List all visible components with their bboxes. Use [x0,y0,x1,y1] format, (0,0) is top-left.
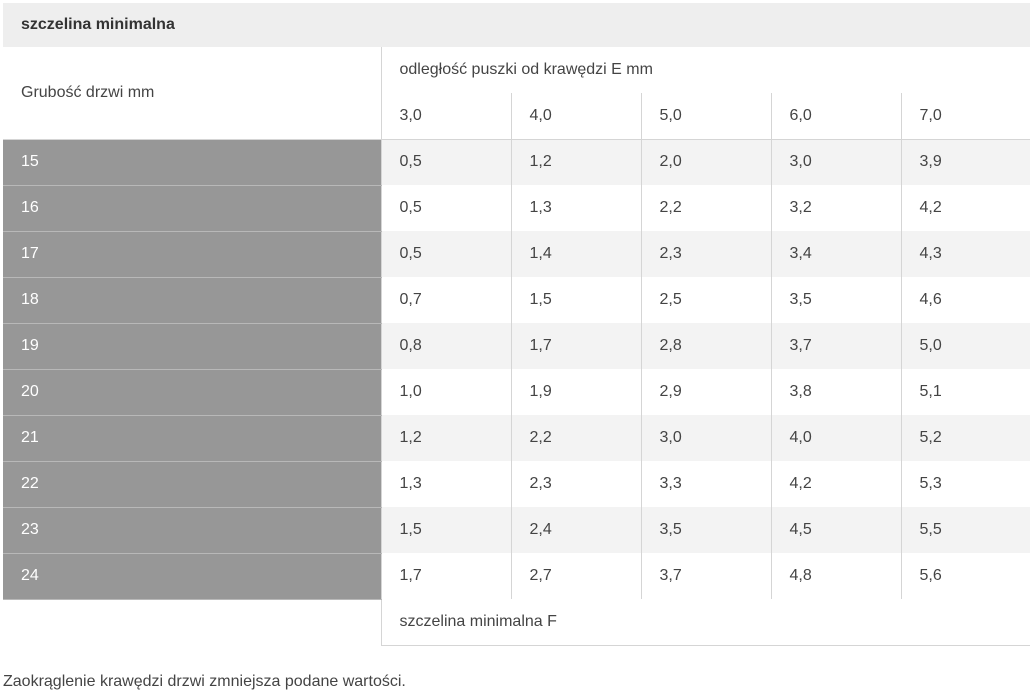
gap-cell: 1,3 [510,185,641,231]
table-row: 21 1,2 2,2 3,0 4,0 5,2 [3,415,1031,462]
thickness-header: Grubość drzwi mm [3,47,381,140]
thickness-cell: 22 [3,461,381,508]
thickness-cell: 20 [3,369,381,416]
gap-cell: 2,7 [510,553,641,599]
gap-cell: 4,2 [770,461,901,507]
distance-header: odległość puszki od krawędzi E mm [380,47,1031,93]
gap-cell: 4,6 [900,277,1031,323]
gap-cell: 4,2 [900,185,1031,231]
gap-cell: 0,8 [380,323,511,369]
gap-cell: 3,3 [640,461,771,507]
gap-cell: 1,3 [380,461,511,507]
table-row: 24 1,7 2,7 3,7 4,8 5,6 [3,553,1031,600]
distance-value: 3,0 [380,93,511,140]
gap-cell: 4,5 [770,507,901,553]
gap-cell: 2,5 [640,277,771,323]
gap-cell: 3,0 [640,415,771,461]
thickness-cell: 15 [3,139,381,186]
gap-cell: 3,7 [770,323,901,369]
gap-table: Grubość drzwi mm odległość puszki od kra… [3,47,1031,646]
header-row-2: 3,0 4,0 5,0 6,0 7,0 [3,93,1031,140]
gap-cell: 3,5 [770,277,901,323]
table-row: 23 1,5 2,4 3,5 4,5 5,5 [3,507,1031,554]
gap-cell: 4,3 [900,231,1031,277]
gap-cell: 5,3 [900,461,1031,507]
table-title: szczelina minimalna [3,3,1030,47]
gap-cell: 3,5 [640,507,771,553]
gap-cell: 1,4 [510,231,641,277]
table-row: 22 1,3 2,3 3,3 4,2 5,3 [3,461,1031,508]
gap-cell: 5,2 [900,415,1031,461]
gap-cell: 0,5 [380,185,511,231]
gap-cell: 5,6 [900,553,1031,599]
gap-cell: 5,1 [900,369,1031,415]
gap-cell: 2,9 [640,369,771,415]
thickness-cell: 17 [3,231,381,278]
gap-cell: 1,2 [510,139,641,185]
thickness-cell: 16 [3,185,381,232]
gap-cell: 1,5 [380,507,511,553]
gap-table-container: szczelina minimalna Grubość drzwi mm odl… [3,3,1031,646]
gap-cell: 2,4 [510,507,641,553]
gap-cell: 2,8 [640,323,771,369]
table-row: 17 0,5 1,4 2,3 3,4 4,3 [3,231,1031,278]
gap-cell: 2,3 [510,461,641,507]
gap-cell: 5,5 [900,507,1031,553]
gap-cell: 0,5 [380,139,511,185]
footer-empty-cell [3,599,381,645]
header-row-1: Grubość drzwi mm odległość puszki od kra… [3,47,1031,140]
gap-cell: 0,5 [380,231,511,277]
distance-value: 7,0 [900,93,1031,140]
distance-value: 6,0 [770,93,901,140]
gap-cell: 2,0 [640,139,771,185]
table-row: 19 0,8 1,7 2,8 3,7 5,0 [3,323,1031,370]
gap-cell: 2,2 [510,415,641,461]
footer-row: szczelina minimalna F [3,599,1031,646]
gap-cell: 3,4 [770,231,901,277]
gap-cell: 3,2 [770,185,901,231]
table-row: 15 0,5 1,2 2,0 3,0 3,9 [3,139,1031,186]
gap-cell: 0,7 [380,277,511,323]
gap-cell: 3,8 [770,369,901,415]
thickness-cell: 19 [3,323,381,370]
gap-cell: 3,7 [640,553,771,599]
gap-cell: 1,2 [380,415,511,461]
gap-cell: 1,9 [510,369,641,415]
gap-cell: 1,0 [380,369,511,415]
distance-value: 4,0 [510,93,641,140]
gap-cell: 3,0 [770,139,901,185]
gap-cell: 4,8 [770,553,901,599]
table-row: 16 0,5 1,3 2,2 3,2 4,2 [3,185,1031,232]
thickness-cell: 21 [3,415,381,462]
thickness-cell: 24 [3,553,381,600]
gap-cell: 1,7 [380,553,511,599]
gap-cell: 3,9 [900,139,1031,185]
thickness-cell: 18 [3,277,381,324]
table-row: 20 1,0 1,9 2,9 3,8 5,1 [3,369,1031,416]
footnote: Zaokrąglenie krawędzi drzwi zmniejsza po… [3,673,406,690]
footer-label: szczelina minimalna F [380,599,1031,646]
gap-cell: 1,7 [510,323,641,369]
distance-value: 5,0 [640,93,771,140]
gap-cell: 2,3 [640,231,771,277]
thickness-cell: 23 [3,507,381,554]
gap-cell: 1,5 [510,277,641,323]
gap-cell: 5,0 [900,323,1031,369]
table-row: 18 0,7 1,5 2,5 3,5 4,6 [3,277,1031,324]
gap-cell: 2,2 [640,185,771,231]
gap-cell: 4,0 [770,415,901,461]
